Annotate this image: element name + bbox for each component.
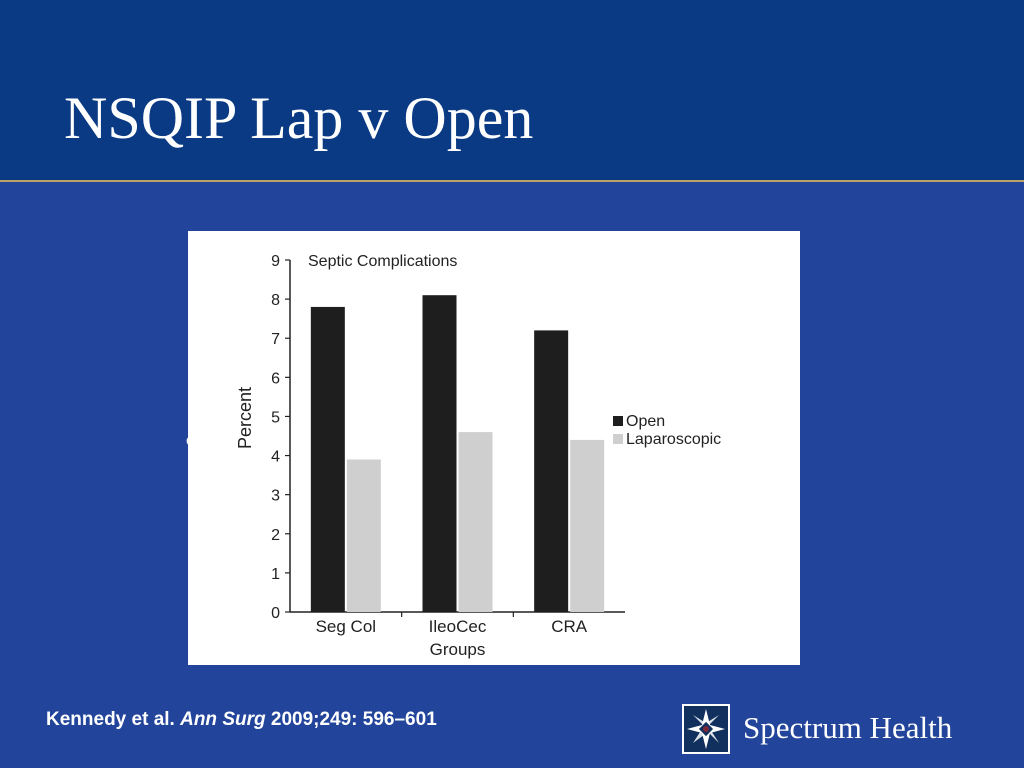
bar-open-ileocec [422, 295, 457, 612]
legend-label-open: Open [626, 413, 665, 430]
bar-open-seg-col [310, 306, 345, 612]
citation-authors: Kennedy et al. [46, 709, 175, 730]
citation-reference: 2009;249: 596–601 [270, 709, 437, 730]
header-divider [0, 180, 1024, 182]
chart-panel: 0 1 2 3 4 5 6 7 8 9 Seg Col IleoCec CRA Groups Percent… [188, 231, 800, 665]
septic-complications-chart: 0 1 2 3 4 5 6 7 8 9 Seg Col IleoCec CRA Groups Percent… [235, 253, 721, 659]
title-bar [0, 0, 1024, 180]
chart-title: Septic Complications [308, 253, 457, 270]
legend-label-laparoscopic: Laparoscopic [626, 431, 721, 448]
y-tick-label: 2 [271, 527, 280, 544]
legend-swatch-laparoscopic [613, 434, 623, 444]
y-tick-label: 4 [271, 449, 280, 466]
bar-open-cra [534, 330, 569, 612]
slide-title: NSQIP Lap v Open [64, 85, 534, 151]
y-tick-label: 6 [271, 370, 280, 387]
citation: Kennedy et al. Ann Surg 2009;249: 596–60… [46, 709, 437, 731]
y-tick-label: 8 [271, 292, 280, 309]
y-tick-label: 3 [271, 488, 280, 505]
y-tick-label: 9 [271, 253, 280, 270]
bar-laparoscopic-ileocec [458, 432, 493, 612]
citation-journal: Ann Surg [180, 709, 266, 730]
y-tick-label: 1 [271, 566, 280, 583]
y-axis-label: Percent [235, 387, 255, 449]
x-tick-label: Seg Col [316, 617, 376, 636]
x-axis-label: Groups [430, 640, 486, 659]
bar-laparoscopic-seg-col [346, 459, 381, 612]
y-tick-label: 0 [271, 605, 280, 622]
x-tick-label: CRA [551, 617, 588, 636]
y-tick-label: 5 [271, 409, 280, 426]
x-tick-label: IleoCec [429, 617, 487, 636]
legend-swatch-open [613, 416, 623, 426]
bar-laparoscopic-cra [570, 439, 605, 612]
y-tick-label: 7 [271, 331, 280, 348]
brand-name: Spectrum Health [743, 710, 953, 745]
spectrum-star-logo-icon [682, 704, 730, 754]
